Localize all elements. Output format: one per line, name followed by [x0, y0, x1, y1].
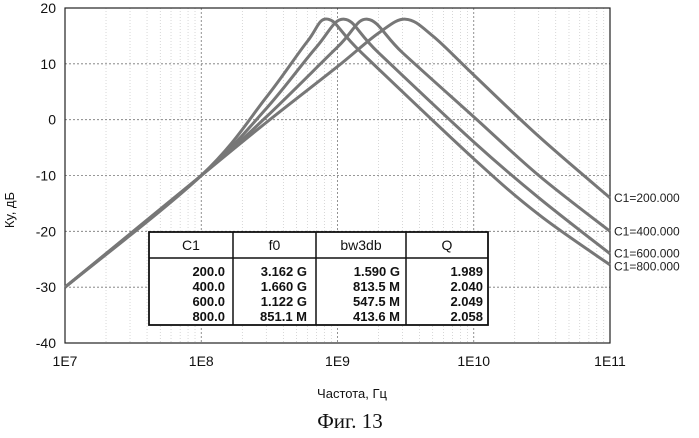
x-tick-label: 1E8 — [189, 353, 214, 369]
x-tick-label: 1E9 — [325, 353, 350, 369]
table-cell: 2.049 — [450, 294, 483, 309]
y-tick-label: -20 — [36, 223, 56, 239]
table-cell: 813.5 M — [353, 279, 400, 294]
y-tick-label: 10 — [40, 56, 56, 72]
series-labels: C1=200.000 C1=400.000 C1=600.000C1=800.000 — [614, 191, 680, 274]
table-header-cell: C1 — [182, 237, 200, 253]
figure-caption: Фиг. 13 — [317, 409, 383, 433]
y-tick-label: 0 — [48, 112, 56, 128]
y-tick-label: 20 — [40, 0, 56, 16]
table-cell: 3.162 G — [261, 264, 307, 279]
table-cell: 800.0 — [192, 309, 225, 324]
table-cell: 2.040 — [450, 279, 483, 294]
table-cell: 200.0 — [192, 264, 225, 279]
y-tick-labels: 20 10 0 -10 -20 -30 -40 — [36, 0, 56, 351]
series-label: C1=400.000 — [614, 224, 680, 238]
table-cell: 851.1 M — [260, 309, 307, 324]
table-cell: 600.0 — [192, 294, 225, 309]
table-cell: 2.058 — [450, 309, 483, 324]
series-label: C1=200.000 — [614, 191, 680, 205]
table-cell: 1.590 G — [354, 264, 400, 279]
table-header-cell: bw3db — [340, 237, 381, 253]
x-tick-label: 1E11 — [594, 353, 626, 369]
table-cell: 547.5 M — [353, 294, 400, 309]
y-tick-label: -40 — [36, 335, 56, 351]
series-label: C1=600.000 — [614, 247, 680, 261]
table-cell: 413.6 M — [353, 309, 400, 324]
series-label: C1=800.000 — [614, 260, 680, 274]
x-tick-labels: 1E7 1E8 1E9 1E10 1E11 — [53, 353, 626, 369]
y-tick-label: -10 — [36, 168, 56, 184]
table-cell: 1.660 G — [261, 279, 307, 294]
x-tick-label: 1E10 — [457, 353, 490, 369]
x-axis-title: Частота, Гц — [317, 386, 387, 401]
table-cell: 400.0 — [192, 279, 225, 294]
y-tick-label: -30 — [36, 279, 56, 295]
y-axis-title: Ку, дБ — [2, 192, 17, 228]
table-cell: 1.989 — [450, 264, 483, 279]
x-tick-label: 1E7 — [53, 353, 78, 369]
table-header-cell: Q — [442, 237, 453, 253]
table-header-cell: f0 — [269, 237, 281, 253]
table-cell: 1.122 G — [261, 294, 307, 309]
data-table: C1 f0 bw3db Q 200.0 3.162 G 1.590 G 1.989 400.0 1… — [149, 232, 488, 325]
